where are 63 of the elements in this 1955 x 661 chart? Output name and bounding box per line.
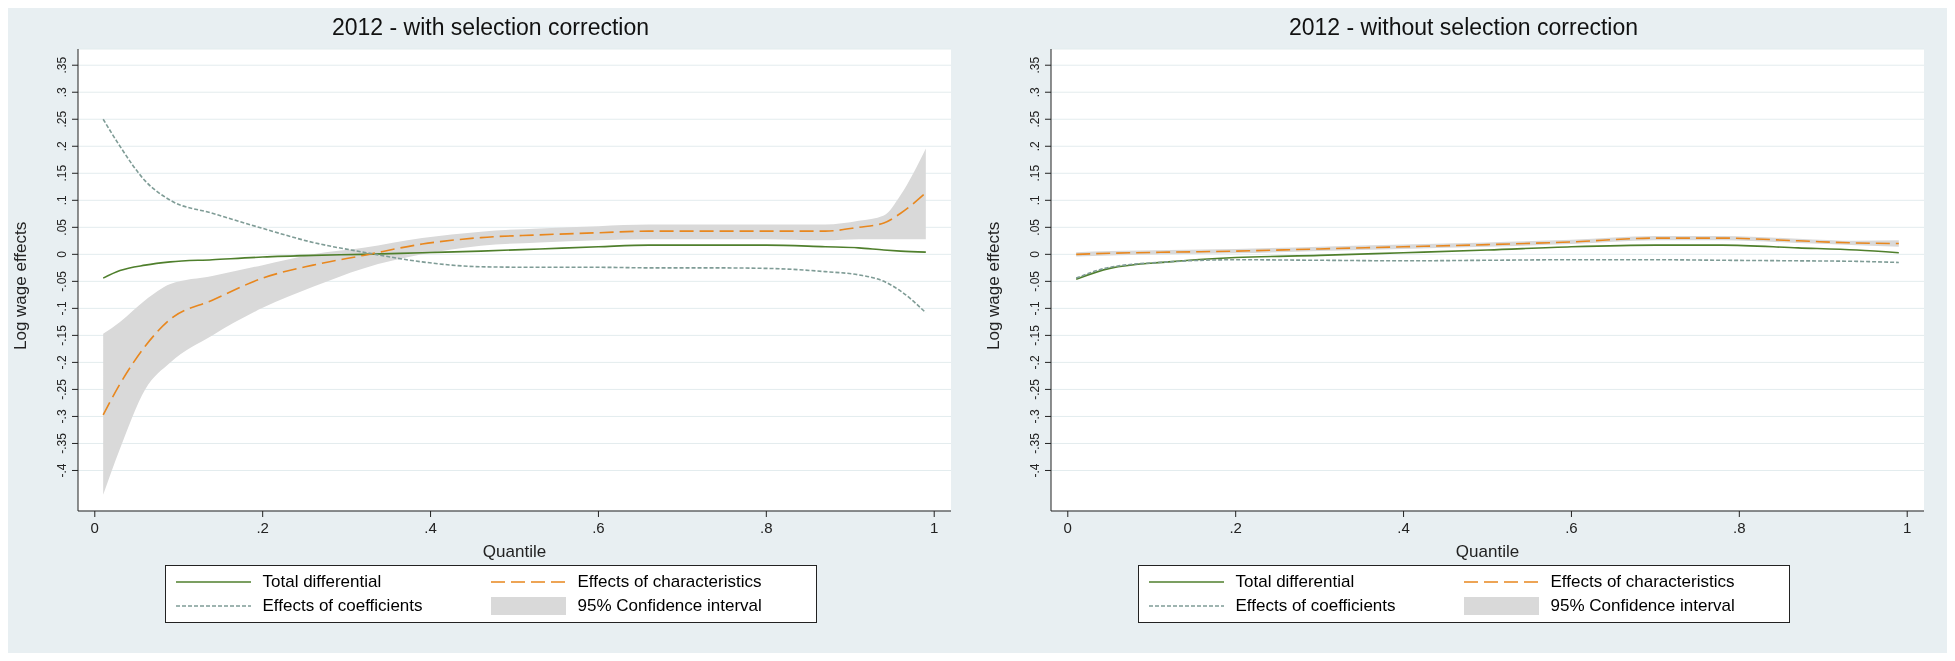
y-tick-label: -.25 [1028, 378, 1042, 400]
text: 95% Confidence interval [1550, 596, 1735, 616]
y-tick-label: -.4 [55, 463, 69, 478]
y-tick-label: .15 [55, 164, 69, 182]
y-axis-title: Log wage effects [984, 221, 1004, 350]
x-tick-label: 0 [90, 519, 99, 536]
y-tick-label: .25 [55, 110, 69, 128]
line-series [1075, 258, 1900, 279]
y-tick-label: -.2 [1028, 355, 1042, 370]
x-tick-label: .6 [592, 519, 605, 536]
y-tick-label: -.15 [55, 324, 69, 346]
y-tick-label: .3 [55, 86, 69, 98]
legend-label: Effects of coefficients [1235, 596, 1396, 616]
y-tick-label: .35 [1028, 56, 1042, 74]
legend-label: Total differential [1235, 572, 1355, 592]
y-tick-label: .1 [1028, 194, 1042, 206]
y-tick-label: .1 [55, 194, 69, 206]
y-tick-label: -.35 [1028, 432, 1042, 454]
x-tick-label: 1 [930, 519, 939, 536]
y-tick-label: -.1 [55, 301, 69, 316]
line-series [102, 191, 927, 416]
y-tick-label: -.3 [55, 409, 69, 424]
y-tick-label: 0 [1028, 250, 1042, 258]
line-series [1075, 244, 1900, 280]
legend-label: Effects of coefficients [262, 596, 423, 616]
legend-label: Effects of characteristics [1550, 572, 1735, 592]
x-tick-label: .6 [1565, 519, 1578, 536]
y-tick-label: .2 [1028, 140, 1042, 152]
chart-title: 2012 - without selection correction [1288, 14, 1639, 41]
x-tick-label: .4 [424, 519, 437, 536]
chart-title: 2012 - with selection correction [330, 14, 651, 41]
y-tick-label: -.1 [1028, 301, 1042, 316]
y-tick-label: -.25 [55, 378, 69, 400]
text: 95% Confidence interval [577, 596, 762, 616]
x-tick-label: 1 [1903, 519, 1912, 536]
y-tick-label: .15 [1028, 164, 1042, 182]
y-tick-label: -.2 [55, 355, 69, 370]
x-axis-title: Quantile [482, 542, 547, 561]
x-tick-label: .8 [760, 519, 773, 536]
y-tick-label: -.05 [1028, 270, 1042, 292]
x-tick-label: 0 [1063, 519, 1072, 536]
legend-label: Effects of characteristics [577, 572, 762, 592]
y-tick-label: -.15 [1028, 324, 1042, 346]
line-series [102, 118, 927, 314]
y-tick-label: .05 [55, 218, 69, 236]
y-tick-label: .05 [1028, 218, 1042, 236]
y-tick-label: .35 [55, 56, 69, 74]
x-axis-title: Quantile [1455, 542, 1520, 561]
y-axis-title: Log wage effects [11, 221, 31, 350]
x-tick-label: .8 [1733, 519, 1746, 536]
x-tick-label: .2 [256, 519, 269, 536]
y-tick-label: .2 [55, 140, 69, 152]
y-tick-label: 0 [55, 250, 69, 258]
y-tick-label: .3 [1028, 86, 1042, 98]
y-tick-label: -.3 [1028, 409, 1042, 424]
y-tick-label: -.4 [1028, 463, 1042, 478]
line-series [102, 244, 927, 279]
y-tick-label: .25 [1028, 110, 1042, 128]
x-tick-label: .2 [1229, 519, 1242, 536]
y-tick-label: -.05 [55, 270, 69, 292]
legend-label: Total differential [262, 572, 382, 592]
x-tick-label: .4 [1397, 519, 1410, 536]
y-tick-label: -.35 [55, 432, 69, 454]
